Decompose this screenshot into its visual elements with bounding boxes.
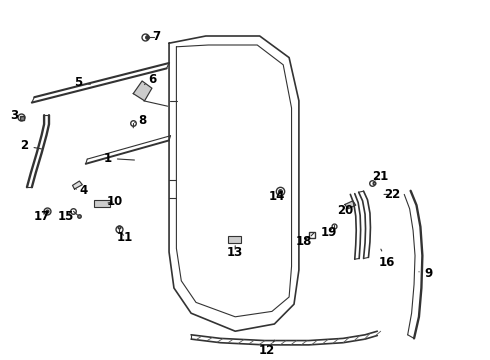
Text: 10: 10 — [107, 195, 123, 208]
FancyBboxPatch shape — [94, 200, 110, 207]
Text: 15: 15 — [58, 210, 74, 222]
Text: 7: 7 — [149, 30, 161, 42]
Text: 14: 14 — [269, 190, 285, 203]
Polygon shape — [73, 181, 82, 189]
Text: 4: 4 — [76, 184, 87, 197]
Text: 12: 12 — [259, 340, 275, 357]
FancyBboxPatch shape — [228, 236, 241, 243]
Text: 2: 2 — [21, 139, 41, 152]
Text: 1: 1 — [104, 152, 134, 165]
Text: 21: 21 — [371, 170, 388, 183]
Text: 3: 3 — [11, 109, 22, 122]
Text: 19: 19 — [321, 226, 338, 239]
Text: 8: 8 — [135, 114, 146, 127]
Text: 13: 13 — [227, 246, 244, 258]
Text: 20: 20 — [337, 204, 354, 217]
Text: 9: 9 — [419, 267, 433, 280]
Text: 22: 22 — [384, 188, 400, 201]
Text: 11: 11 — [117, 231, 133, 244]
Text: 17: 17 — [33, 210, 50, 222]
Polygon shape — [133, 81, 152, 101]
Text: 18: 18 — [295, 235, 312, 248]
Text: 16: 16 — [379, 249, 395, 269]
Text: 5: 5 — [74, 76, 90, 89]
Text: 6: 6 — [145, 73, 156, 86]
Polygon shape — [345, 201, 356, 209]
